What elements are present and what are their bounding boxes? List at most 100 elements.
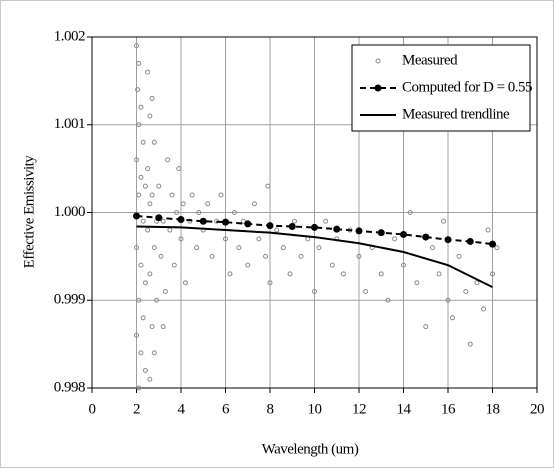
data-point xyxy=(377,229,385,237)
data-point xyxy=(291,218,297,224)
data-point xyxy=(169,192,175,198)
data-point xyxy=(236,245,242,251)
data-point xyxy=(449,315,455,321)
data-point xyxy=(444,236,452,244)
data-point xyxy=(147,376,153,382)
data-point xyxy=(151,139,157,145)
data-point xyxy=(189,192,195,198)
data-point xyxy=(134,245,139,251)
data-point xyxy=(138,262,144,268)
trend-line xyxy=(136,225,493,288)
data-point xyxy=(138,104,144,110)
legend-marker xyxy=(374,84,382,92)
data-point xyxy=(160,218,166,224)
legend-label: Computed for D = 0.55 xyxy=(402,79,532,95)
data-point xyxy=(160,324,166,330)
data-point xyxy=(400,230,407,238)
data-point xyxy=(323,218,329,224)
data-point xyxy=(401,262,406,268)
data-point xyxy=(174,210,180,215)
y-tick-label: 0.999 xyxy=(54,292,85,308)
data-point xyxy=(165,157,171,163)
data-point xyxy=(180,201,186,207)
data-point xyxy=(145,227,151,233)
data-point xyxy=(205,201,211,207)
legend-label: Measured trendline xyxy=(402,106,510,122)
data-point xyxy=(145,166,151,172)
data-point xyxy=(481,306,487,312)
data-point xyxy=(280,245,286,251)
data-point xyxy=(244,220,252,228)
data-point xyxy=(267,280,273,286)
data-point xyxy=(134,43,139,49)
data-point xyxy=(171,262,177,268)
data-point xyxy=(463,288,469,294)
data-point xyxy=(151,245,157,251)
data-point xyxy=(151,350,157,356)
data-point xyxy=(140,218,146,224)
data-point xyxy=(240,218,246,224)
x-tick-label: 20 xyxy=(530,401,544,417)
y-tick-label: 1.001 xyxy=(54,116,85,132)
data-point xyxy=(196,210,202,215)
plot-border xyxy=(91,36,538,389)
data-point xyxy=(194,245,200,251)
data-point xyxy=(466,237,474,245)
data-point xyxy=(199,217,207,225)
data-point xyxy=(133,212,140,220)
data-point xyxy=(147,113,153,119)
data-point xyxy=(467,341,473,347)
data-point xyxy=(490,271,495,277)
x-tick-label: 16 xyxy=(441,401,456,417)
data-point xyxy=(441,218,447,224)
x-tick-label: 2 xyxy=(133,401,140,417)
data-point xyxy=(138,350,144,356)
data-point xyxy=(140,315,146,321)
data-point xyxy=(136,60,142,66)
data-point xyxy=(135,87,141,93)
data-point xyxy=(251,201,257,207)
data-point xyxy=(142,367,148,373)
y-tick-label: 1.002 xyxy=(54,28,85,44)
data-point xyxy=(263,253,269,259)
data-point xyxy=(429,245,435,251)
data-point xyxy=(340,271,346,277)
data-point xyxy=(485,227,491,233)
data-point xyxy=(265,183,271,189)
data-point xyxy=(356,253,362,259)
data-point xyxy=(149,95,155,101)
y-axis-label: Effective Emissivity xyxy=(21,155,37,269)
x-tick-label: 10 xyxy=(308,401,322,417)
data-point xyxy=(162,288,168,294)
x-tick-label: 18 xyxy=(486,401,500,417)
data-point xyxy=(385,297,391,303)
data-point xyxy=(227,271,233,277)
data-point xyxy=(154,297,160,303)
data-point xyxy=(489,240,496,248)
data-point xyxy=(266,222,274,230)
data-point xyxy=(177,216,185,224)
data-point xyxy=(422,233,430,241)
data-point xyxy=(288,223,296,231)
data-point xyxy=(329,262,335,268)
data-point xyxy=(436,271,442,277)
data-point xyxy=(134,332,139,338)
data-point xyxy=(149,192,155,198)
data-point xyxy=(218,192,224,198)
x-tick-label: 12 xyxy=(352,401,366,417)
data-point xyxy=(407,210,413,215)
data-point xyxy=(363,288,369,294)
data-point xyxy=(138,174,144,180)
x-tick-label: 14 xyxy=(397,401,412,417)
data-point xyxy=(136,297,142,303)
data-point xyxy=(223,236,228,242)
data-point xyxy=(311,223,318,231)
data-point xyxy=(136,385,142,391)
data-point xyxy=(136,192,142,198)
data-point xyxy=(134,157,139,163)
data-point xyxy=(176,166,182,172)
legend-marker xyxy=(375,58,381,64)
x-tick-label: 4 xyxy=(178,401,186,417)
x-tick-label: 0 xyxy=(89,401,96,417)
